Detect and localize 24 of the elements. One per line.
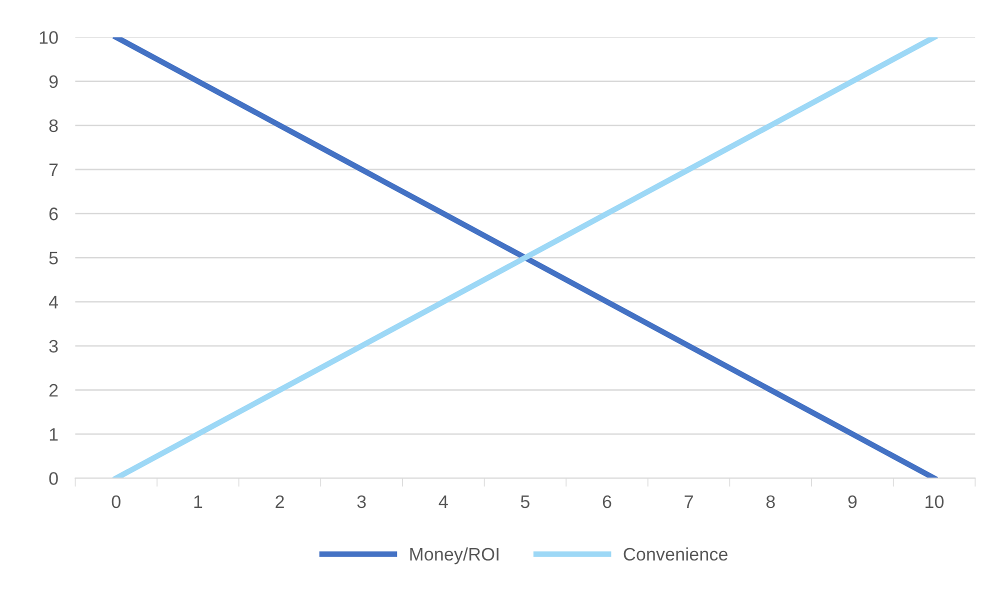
y-tick-label: 10 xyxy=(40,31,58,44)
x-tick-label: 4 xyxy=(438,496,448,508)
legend-label: Convenience xyxy=(624,547,728,561)
y-tick-label: 4 xyxy=(48,296,58,308)
y-tick-label: 1 xyxy=(50,428,58,441)
y-tick-label: 7 xyxy=(49,164,58,176)
y-tick-label: 5 xyxy=(49,252,58,264)
y-tick-label: 9 xyxy=(49,75,58,88)
y-tick-label: 3 xyxy=(49,340,58,353)
legend-label: Money/ROI xyxy=(410,547,498,564)
y-tick-label: 0 xyxy=(49,472,58,485)
x-tick-label: 7 xyxy=(684,496,693,508)
x-tick-label: 8 xyxy=(766,495,775,508)
x-tick-label: 2 xyxy=(276,495,284,508)
y-tick-label: 8 xyxy=(49,119,58,132)
x-tick-label: 9 xyxy=(848,495,857,508)
x-tick-label: 1 xyxy=(194,496,202,508)
x-tick-label: 5 xyxy=(520,496,530,508)
x-tick-label: 10 xyxy=(926,495,944,508)
y-tick-label: 2 xyxy=(49,384,58,397)
x-tick-label: 6 xyxy=(602,495,612,508)
x-tick-label: 3 xyxy=(357,495,366,508)
y-tick-label: 6 xyxy=(49,208,58,220)
x-tick-label: 0 xyxy=(112,495,120,508)
